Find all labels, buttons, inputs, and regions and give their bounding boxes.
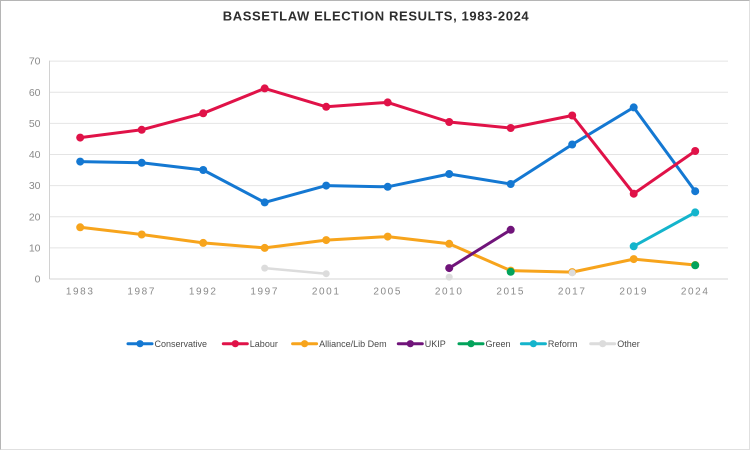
svg-text:50: 50 [29,118,41,130]
svg-text:Conservative: Conservative [155,339,208,349]
svg-text:BASSETLAW ELECTION RESULTS, 19: BASSETLAW ELECTION RESULTS, 1983-2024 [223,8,530,23]
svg-text:1983: 1983 [66,286,95,297]
svg-text:2010: 2010 [435,286,464,297]
svg-text:2001: 2001 [312,286,341,297]
svg-text:30: 30 [29,180,41,192]
svg-text:Alliance/Lib Dem: Alliance/Lib Dem [319,339,387,349]
svg-text:1992: 1992 [189,286,218,297]
svg-text:10: 10 [29,243,41,255]
svg-text:Labour: Labour [250,339,278,349]
svg-text:UKIP: UKIP [425,339,446,349]
svg-text:20: 20 [29,211,41,223]
svg-text:2015: 2015 [496,286,525,297]
svg-text:70: 70 [29,56,41,68]
svg-text:2005: 2005 [373,286,402,297]
svg-text:40: 40 [29,149,41,161]
svg-text:2024: 2024 [681,286,710,297]
svg-text:60: 60 [29,87,41,99]
svg-text:1997: 1997 [250,286,279,297]
svg-text:Other: Other [617,339,640,349]
svg-text:0: 0 [35,274,41,286]
svg-text:2017: 2017 [558,286,587,297]
svg-text:Reform: Reform [548,339,578,349]
svg-text:Green: Green [486,339,511,349]
svg-text:1987: 1987 [127,286,156,297]
svg-text:2019: 2019 [619,286,648,297]
